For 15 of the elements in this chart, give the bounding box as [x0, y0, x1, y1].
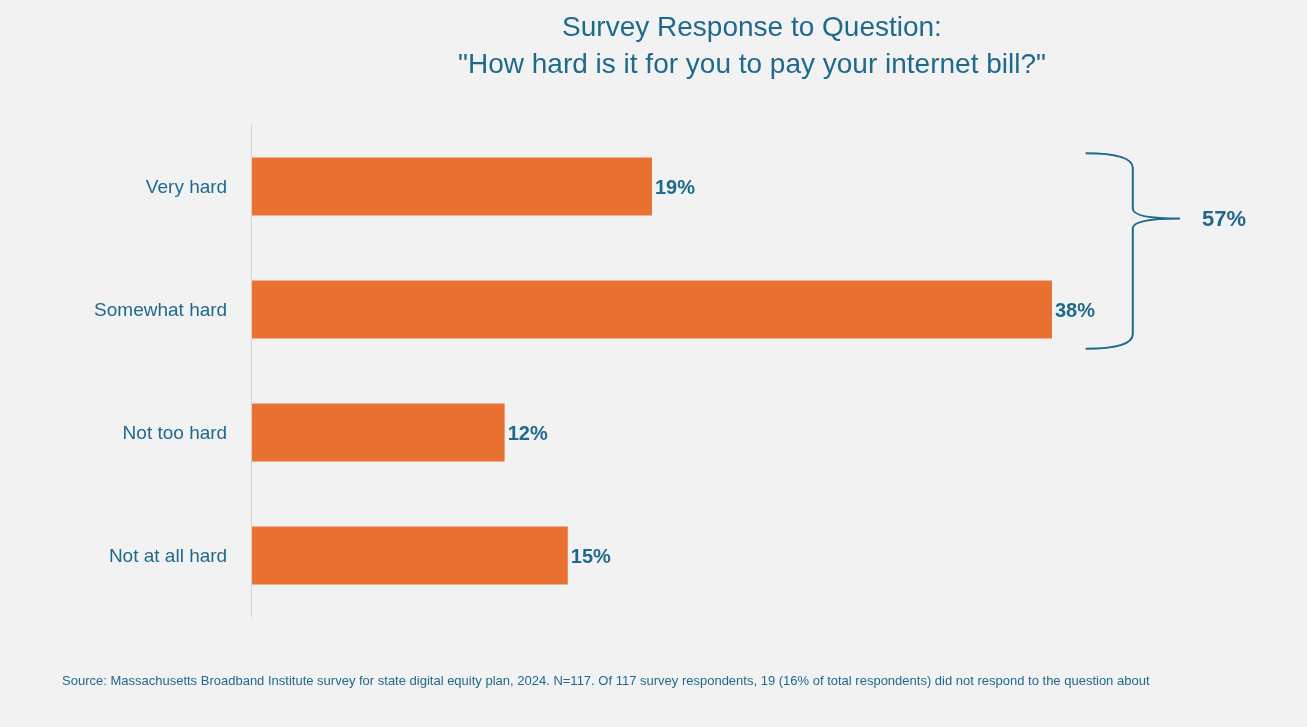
y-tick-label: Somewhat hard — [94, 299, 228, 321]
y-tick-label: Not too hard — [122, 422, 228, 444]
source-note: Source: Massachusetts Broadband Institute survey for state digital equity plan, 2024. N=117. Of 117 survey respondents, 19 (16% of total respondents) did not respond to the question about — [62, 673, 1150, 688]
data-label: 38% — [1055, 298, 1096, 321]
y-tick-label: Very hard — [145, 176, 228, 198]
bar — [252, 280, 1052, 339]
data-label: 19% — [655, 175, 696, 198]
data-label: 12% — [507, 421, 548, 444]
data-label: 15% — [570, 544, 612, 567]
bar — [252, 526, 568, 585]
text: 57% — [1202, 206, 1247, 231]
y-tick-label: Not at all hard — [108, 545, 228, 567]
bar — [252, 403, 505, 462]
chart-title: Survey Response to Question: "How hard is it for you to pay your internet bill?" — [458, 11, 1046, 79]
bar — [252, 157, 652, 216]
